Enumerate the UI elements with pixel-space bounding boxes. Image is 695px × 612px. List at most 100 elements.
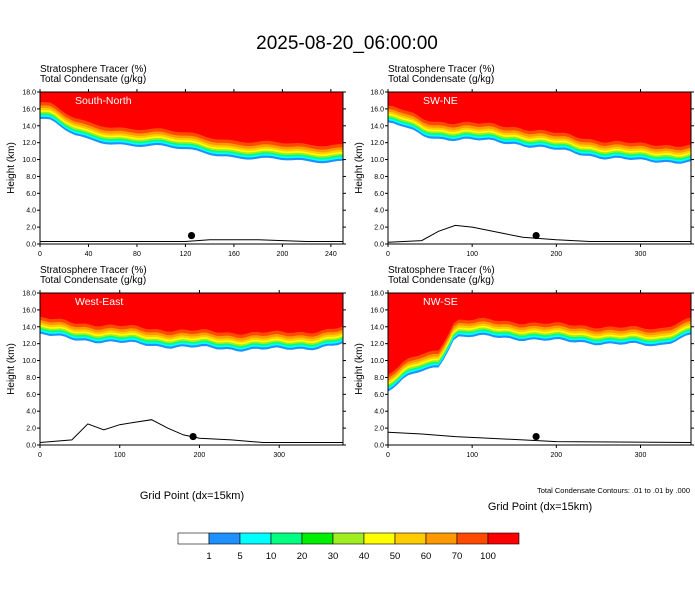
plot-frame bbox=[387, 91, 692, 245]
y-tick-label: 12.0 bbox=[22, 341, 36, 348]
colorbar-label: 10 bbox=[266, 551, 277, 562]
panel-3-subtitle-line2: Total Condensate (g/kg) bbox=[40, 275, 146, 286]
y-tick-label: 18.0 bbox=[370, 291, 384, 298]
y-tick-label: 4.0 bbox=[374, 208, 384, 215]
x-tick-label: 160 bbox=[228, 251, 240, 258]
location-marker bbox=[187, 231, 196, 240]
panel-2-ylabel: Height (km) bbox=[354, 142, 365, 194]
colorbar-swatch bbox=[177, 532, 210, 545]
y-tick-label: 2.0 bbox=[374, 426, 384, 433]
y-tick-label: 12.0 bbox=[370, 140, 384, 147]
panel-4: NW-SE 0.0 2.0 4.0 6.0 8.0 10.0 12.0 14.0 16.0 18.0… bbox=[370, 290, 694, 459]
y-tick-label: 6.0 bbox=[26, 392, 36, 399]
terrain-line bbox=[40, 419, 343, 443]
y-tick-label: 6.0 bbox=[26, 191, 36, 198]
panel-2-subtitle-line1: Stratosphere Tracer (%) bbox=[388, 64, 495, 75]
panel-1-subtitle-line1: Stratosphere Tracer (%) bbox=[40, 64, 147, 75]
location-marker bbox=[189, 432, 197, 441]
terrain-line bbox=[388, 431, 691, 443]
y-tick-label: 18.0 bbox=[22, 90, 36, 97]
panels: South-North 0.0 2.0 4.0 6.0 8.0 10.0 12.0 14.0 16… bbox=[22, 89, 694, 459]
x-tick-label: 100 bbox=[466, 251, 478, 258]
y-tick-label: 18.0 bbox=[370, 90, 384, 97]
panel-1-subtitle: Stratosphere Tracer (%) Total Condensate… bbox=[40, 64, 147, 85]
x-tick-label: 100 bbox=[114, 452, 126, 459]
y-tick-label: 10.0 bbox=[370, 358, 384, 365]
terrain-line bbox=[388, 224, 691, 243]
panel-2-subtitle-line2: Total Condensate (g/kg) bbox=[388, 74, 494, 85]
colorbar-label: 70 bbox=[452, 551, 463, 562]
panel-2-subtitle: Stratosphere Tracer (%) Total Condensate… bbox=[388, 64, 495, 85]
x-tick-label: 0 bbox=[38, 452, 42, 459]
panel-1: South-North 0.0 2.0 4.0 6.0 8.0 10.0 12.0 14.0 16… bbox=[22, 89, 346, 258]
y-tick-label: 8.0 bbox=[26, 174, 36, 181]
panel-1-ylabel: Height (km) bbox=[6, 142, 17, 194]
x-tick-label: 40 bbox=[85, 251, 93, 258]
colorbar-label: 100 bbox=[480, 551, 496, 562]
colorbar: 1 5 10 20 30 40 50 60 70 100 bbox=[177, 532, 520, 562]
y-tick-label: 14.0 bbox=[370, 324, 384, 331]
colorbar-swatch bbox=[425, 532, 458, 545]
colorbar-label: 30 bbox=[328, 551, 339, 562]
colorbar-swatch bbox=[394, 532, 427, 545]
panel-label: West-East bbox=[75, 296, 123, 308]
y-tick-label: 2.0 bbox=[374, 225, 384, 232]
y-tick-label: 2.0 bbox=[26, 426, 36, 433]
y-tick-label: 16.0 bbox=[22, 307, 36, 314]
colorbar-swatch bbox=[301, 532, 334, 545]
panel-1-subtitle-line2: Total Condensate (g/kg) bbox=[40, 74, 146, 85]
panel-3: West-East 0.0 2.0 4.0 6.0 8.0 10.0 12.0 14.0 16.0… bbox=[22, 290, 346, 459]
x-tick-label: 200 bbox=[550, 452, 562, 459]
colorbar-swatch bbox=[270, 532, 303, 545]
y-tick-label: 0.0 bbox=[374, 242, 384, 249]
colorbar-label: 1 bbox=[206, 551, 211, 562]
tracer-band-9 bbox=[388, 293, 691, 375]
x-tick-label: 0 bbox=[386, 452, 390, 459]
y-tick-label: 16.0 bbox=[22, 106, 36, 113]
panel-3-subtitle: Stratosphere Tracer (%) Total Condensate… bbox=[40, 265, 147, 286]
y-tick-label: 10.0 bbox=[370, 157, 384, 164]
location-marker bbox=[532, 231, 540, 240]
y-tick-label: 0.0 bbox=[26, 443, 36, 450]
y-tick-label: 12.0 bbox=[22, 140, 36, 147]
panel-4-subtitle-line2: Total Condensate (g/kg) bbox=[388, 275, 494, 286]
colorbar-label: 40 bbox=[359, 551, 370, 562]
x-tick-label: 200 bbox=[194, 452, 206, 459]
panel-label: NW-SE bbox=[423, 296, 458, 308]
y-tick-label: 12.0 bbox=[370, 341, 384, 348]
colorbar-swatch bbox=[456, 532, 489, 545]
plot-frame bbox=[39, 91, 344, 245]
panel-2-field bbox=[388, 92, 691, 244]
panel-2: SW-NE 0.0 2.0 4.0 6.0 8.0 10.0 12.0 14.0 16.0 18.0… bbox=[370, 89, 694, 258]
y-tick-label: 14.0 bbox=[370, 123, 384, 130]
x-tick-label: 120 bbox=[180, 251, 192, 258]
x-tick-label: 0 bbox=[386, 251, 390, 258]
y-tick-label: 4.0 bbox=[26, 409, 36, 416]
colorbar-label: 60 bbox=[421, 551, 432, 562]
colorbar-label: 5 bbox=[237, 551, 242, 562]
y-tick-label: 18.0 bbox=[22, 291, 36, 298]
panel-1-field bbox=[40, 92, 343, 244]
y-tick-label: 16.0 bbox=[370, 307, 384, 314]
panel-4-ylabel: Height (km) bbox=[354, 343, 365, 395]
y-tick-label: 8.0 bbox=[374, 174, 384, 181]
panel-3-field bbox=[40, 293, 343, 445]
plot-frame bbox=[39, 292, 344, 446]
colorbar-label: 20 bbox=[297, 551, 308, 562]
contour-note: Total Condensate Contours: .01 to .01 by… bbox=[537, 486, 690, 495]
y-tick-label: 14.0 bbox=[22, 123, 36, 130]
colorbar-swatch bbox=[487, 532, 520, 545]
y-tick-label: 8.0 bbox=[374, 375, 384, 382]
y-tick-label: 0.0 bbox=[26, 242, 36, 249]
y-tick-label: 14.0 bbox=[22, 324, 36, 331]
figure-title: 2025-08-20_06:00:00 bbox=[256, 33, 438, 54]
colorbar-label: 50 bbox=[390, 551, 401, 562]
colorbar-swatch bbox=[208, 532, 241, 545]
plot-frame bbox=[387, 292, 692, 446]
x-tick-label: 80 bbox=[133, 251, 141, 258]
colorbar-swatch bbox=[239, 532, 272, 545]
tracer-band-9 bbox=[40, 92, 343, 147]
tracer-band-9 bbox=[388, 92, 691, 147]
x-tick-label: 240 bbox=[325, 251, 337, 258]
panel-3-subtitle-line1: Stratosphere Tracer (%) bbox=[40, 265, 147, 276]
